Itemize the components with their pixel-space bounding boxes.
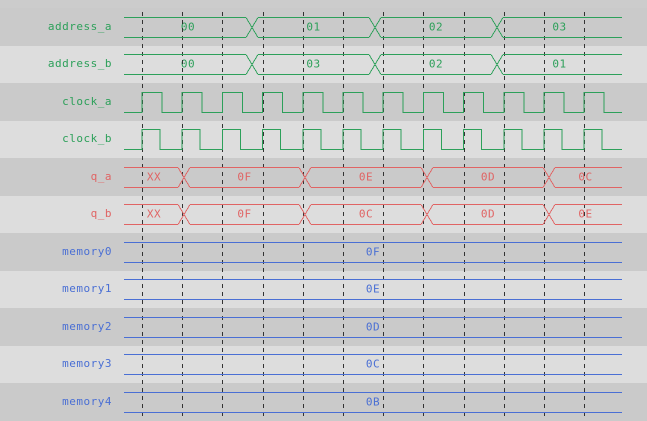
bus-value-q_b-0: XX <box>146 207 162 221</box>
signal-label-q_b[interactable]: q_b <box>90 207 112 221</box>
bus-value-q_b-3: 0D <box>480 207 496 221</box>
bus-value-address_b-2: 02 <box>428 57 444 71</box>
bus-value-q_a-3: 0D <box>480 170 496 184</box>
signal-label-address_a[interactable]: address_a <box>47 19 112 33</box>
bus-value-memory4-0: 0B <box>365 395 381 409</box>
bus-value-q_b-2: 0C <box>358 207 374 221</box>
bus-value-memory0-0: 0F <box>365 245 381 259</box>
bus-value-address_a-1: 01 <box>306 20 321 34</box>
bus-value-address_a-2: 02 <box>428 20 444 34</box>
signal-label-memory0[interactable]: memory0 <box>62 244 112 258</box>
bus-value-q_a-1: 0F <box>237 170 252 184</box>
signal-row-memory3[interactable] <box>0 345 647 383</box>
signal-row-memory1[interactable] <box>0 270 647 308</box>
bus-value-address_b-3: 01 <box>552 57 567 71</box>
bus-value-address_a-3: 03 <box>552 20 567 34</box>
signal-label-memory4[interactable]: memory4 <box>62 394 112 408</box>
signal-label-q_a[interactable]: q_a <box>90 169 112 183</box>
bus-value-memory1-0: 0E <box>365 282 381 296</box>
bus-value-q_a-2: 0E <box>358 170 374 184</box>
bus-value-q_b-1: 0F <box>237 207 252 221</box>
signal-row-q_a[interactable] <box>0 158 647 196</box>
signal-label-memory2[interactable]: memory2 <box>62 319 112 333</box>
signal-row-memory2[interactable] <box>0 308 647 346</box>
bus-value-address_b-1: 03 <box>306 57 321 71</box>
bus-value-q_a-0: XX <box>146 170 162 184</box>
bus-value-address_b-0: 00 <box>180 57 196 71</box>
bus-value-q_a-4: 0C <box>578 170 593 184</box>
signal-row-address_a[interactable] <box>0 8 647 46</box>
signal-row-memory0[interactable] <box>0 233 647 271</box>
signal-label-memory1[interactable]: memory1 <box>62 282 112 296</box>
bus-value-address_a-0: 00 <box>180 20 196 34</box>
signal-row-address_b[interactable] <box>0 45 647 83</box>
bus-value-q_b-4: 0E <box>578 207 593 221</box>
signal-label-clock_a[interactable]: clock_a <box>62 94 112 108</box>
bus-value-memory2-0: 0D <box>365 320 381 334</box>
signal-row-memory4[interactable] <box>0 383 647 421</box>
bus-value-memory3-0: 0C <box>365 357 381 371</box>
signal-label-address_b[interactable]: address_b <box>47 57 112 71</box>
signal-label-memory3[interactable]: memory3 <box>62 357 112 371</box>
signal-label-clock_b[interactable]: clock_b <box>62 132 112 146</box>
signal-row-q_b[interactable] <box>0 195 647 233</box>
